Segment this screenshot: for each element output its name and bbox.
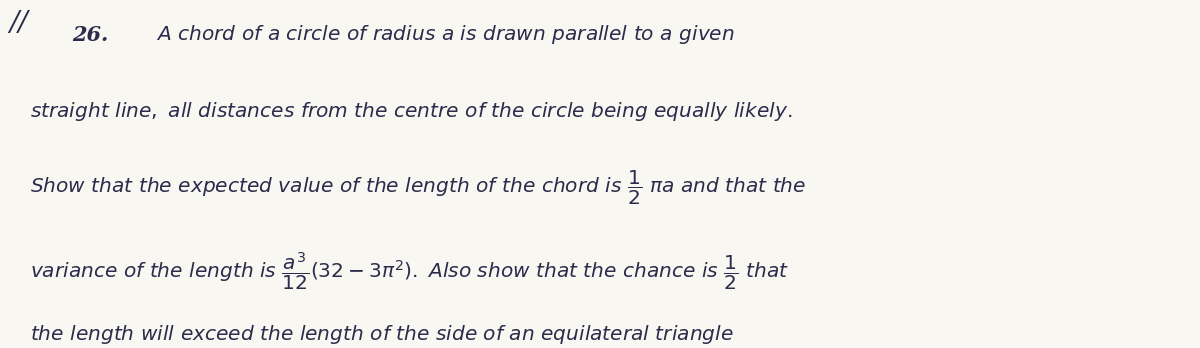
Text: $\mathit{variance\ of\ the\ length\ is\ }\dfrac{a^{3}}{12}\mathit{(32-3\pi^{2}).: $\mathit{variance\ of\ the\ length\ is\ …	[30, 250, 790, 293]
Text: $\mathit{Show\ that\ the\ expected\ value\ of\ the\ length\ of\ the\ chord\ is\ : $\mathit{Show\ that\ the\ expected\ valu…	[30, 169, 806, 207]
Text: //: //	[10, 10, 29, 38]
Text: $\mathit{A\ chord\ of\ a\ circle\ of\ radius\ a\ is\ drawn\ parallel\ to\ a\ giv: $\mathit{A\ chord\ of\ a\ circle\ of\ ra…	[156, 23, 734, 46]
Text: $\mathit{the\ length\ will\ exceed\ the\ length\ of\ the\ side\ of\ an\ equilate: $\mathit{the\ length\ will\ exceed\ the\…	[30, 323, 733, 346]
Text: $\mathit{straight\ line,\ all\ distances\ from\ the\ centre\ of\ the\ circle\ be: $\mathit{straight\ line,\ all\ distances…	[30, 100, 792, 123]
Text: 26.: 26.	[72, 25, 108, 45]
